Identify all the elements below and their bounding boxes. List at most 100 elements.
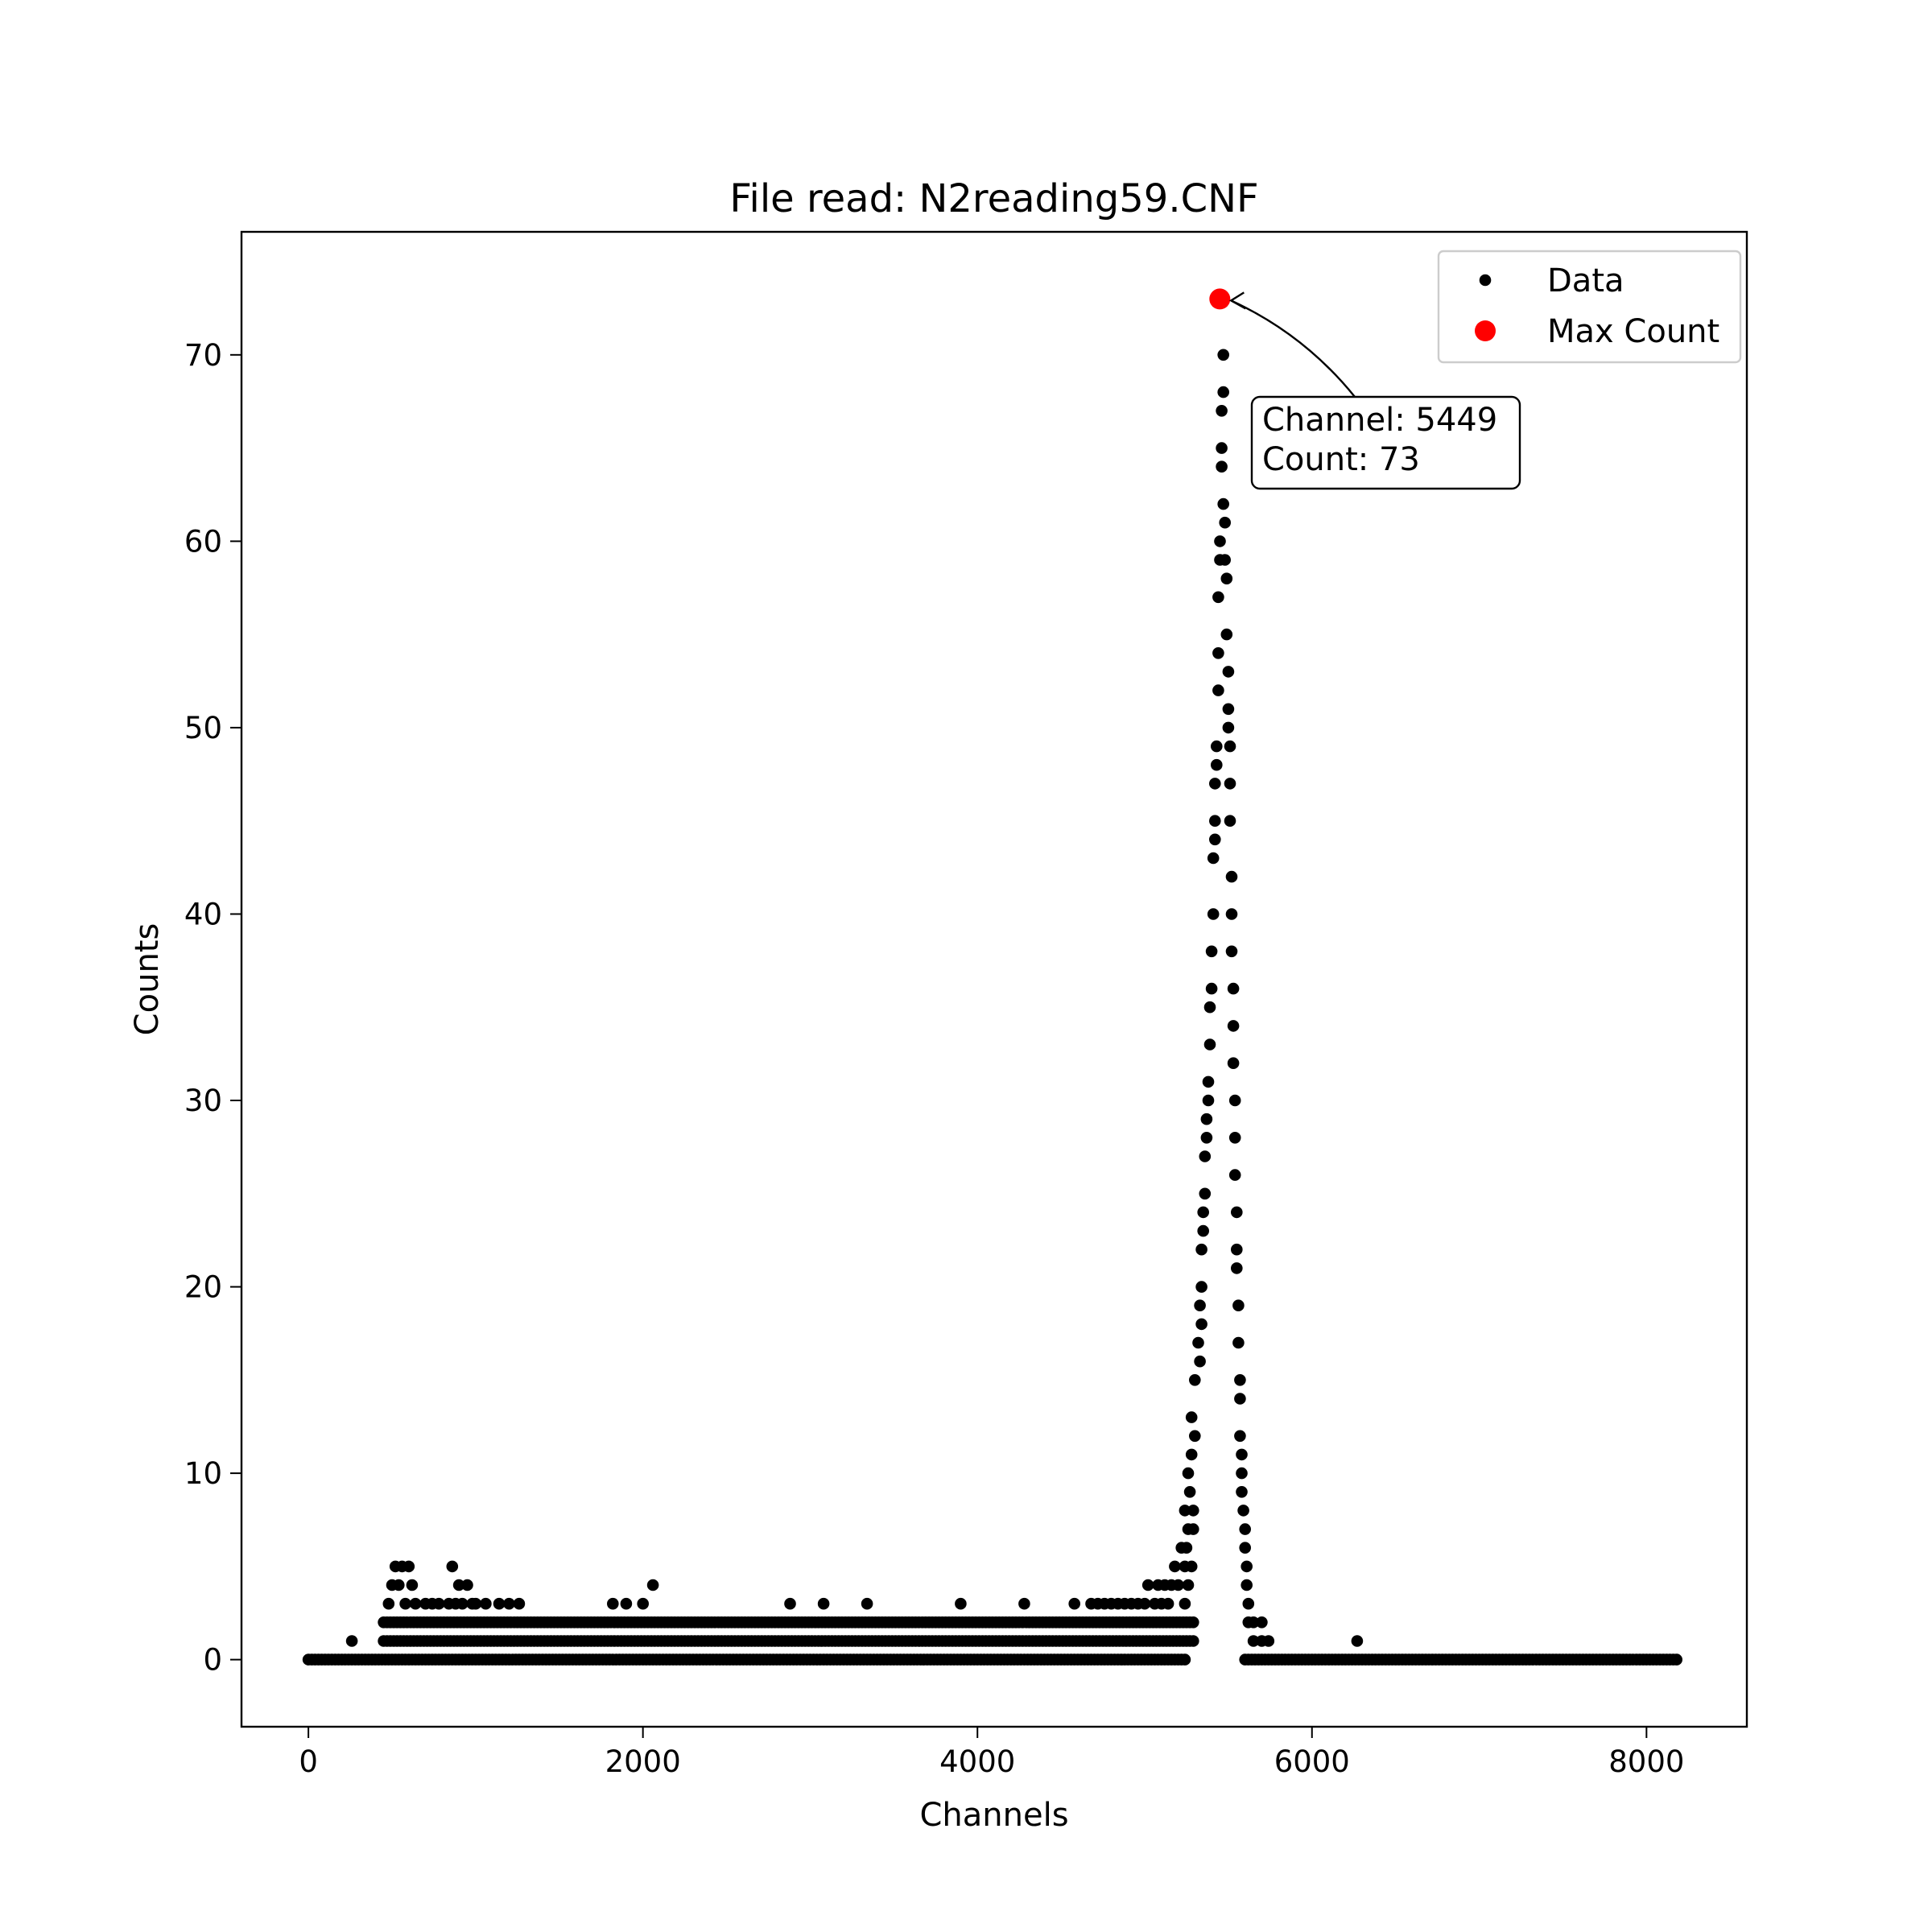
data-point bbox=[1239, 1523, 1251, 1535]
data-point bbox=[817, 1597, 830, 1610]
data-point bbox=[456, 1597, 469, 1610]
data-point-zero bbox=[1179, 1653, 1191, 1666]
data-point bbox=[1216, 442, 1228, 454]
data-point bbox=[1179, 1505, 1191, 1517]
data-point bbox=[1225, 870, 1238, 883]
y-tick-label: 10 bbox=[184, 1456, 222, 1491]
data-point bbox=[1209, 778, 1221, 790]
data-point bbox=[382, 1597, 395, 1610]
data-point bbox=[1231, 1206, 1243, 1219]
data-point bbox=[1212, 647, 1224, 659]
data-point bbox=[1225, 945, 1238, 958]
data-point bbox=[1192, 1336, 1204, 1349]
data-point-one bbox=[1187, 1635, 1199, 1647]
data-point bbox=[1256, 1616, 1268, 1629]
data-point bbox=[1199, 1150, 1212, 1162]
data-point bbox=[1199, 1187, 1212, 1200]
data-point bbox=[1212, 591, 1224, 604]
data-point bbox=[345, 1635, 358, 1647]
data-point bbox=[1236, 1486, 1248, 1498]
data-point bbox=[1222, 666, 1235, 678]
annotation-arrow bbox=[1230, 299, 1356, 398]
data-point bbox=[1189, 1430, 1201, 1443]
data-point bbox=[1236, 1448, 1248, 1461]
data-point bbox=[861, 1597, 873, 1610]
data-point bbox=[406, 1579, 419, 1591]
data-point bbox=[1216, 405, 1228, 417]
data-point bbox=[1219, 554, 1231, 566]
data-point bbox=[1169, 1560, 1181, 1573]
legend-data-marker bbox=[1479, 274, 1492, 287]
data-point bbox=[1185, 1560, 1198, 1573]
data-point bbox=[1203, 1038, 1216, 1051]
y-tick-label: 40 bbox=[184, 897, 222, 931]
data-point bbox=[1197, 1224, 1209, 1237]
data-point bbox=[1220, 628, 1233, 641]
data-point bbox=[1214, 535, 1226, 547]
data-point-two bbox=[1187, 1616, 1199, 1629]
data-point bbox=[1180, 1542, 1193, 1554]
data-point bbox=[1222, 703, 1235, 716]
data-point bbox=[1242, 1597, 1255, 1610]
data-point bbox=[1211, 740, 1223, 753]
data-point bbox=[1247, 1635, 1260, 1647]
data-point bbox=[1185, 1448, 1198, 1461]
data-point bbox=[1138, 1597, 1151, 1610]
data-point bbox=[402, 1560, 415, 1573]
data-point bbox=[1232, 1299, 1245, 1311]
data-point bbox=[646, 1579, 659, 1591]
data-point bbox=[1172, 1579, 1184, 1591]
data-point bbox=[1195, 1318, 1208, 1331]
data-point bbox=[1203, 1001, 1216, 1013]
data-point bbox=[1162, 1597, 1174, 1610]
axes-frame bbox=[240, 230, 1748, 1728]
data-point bbox=[1241, 1579, 1253, 1591]
data-point bbox=[1179, 1597, 1191, 1610]
data-point bbox=[1231, 1262, 1243, 1274]
data-point bbox=[503, 1597, 515, 1610]
data-point bbox=[1224, 740, 1236, 753]
data-point bbox=[1262, 1635, 1275, 1647]
data-point bbox=[480, 1597, 492, 1610]
data-point bbox=[1217, 349, 1229, 361]
legend-frame bbox=[1437, 250, 1742, 364]
data-point bbox=[1228, 1132, 1241, 1144]
data-point bbox=[1187, 1523, 1199, 1535]
data-point bbox=[1068, 1597, 1080, 1610]
data-point bbox=[452, 1579, 465, 1591]
data-point bbox=[1211, 758, 1223, 771]
y-tick-label: 70 bbox=[184, 338, 222, 373]
x-tick-label: 6000 bbox=[1274, 1744, 1350, 1779]
data-point bbox=[1197, 1206, 1209, 1219]
data-point bbox=[1222, 721, 1235, 734]
legend-data-label: Data bbox=[1547, 262, 1624, 299]
data-point bbox=[1212, 684, 1224, 696]
data-point bbox=[1195, 1243, 1208, 1256]
data-point bbox=[1236, 1467, 1248, 1480]
y-tick-label: 60 bbox=[184, 524, 222, 559]
data-point bbox=[513, 1597, 526, 1610]
data-point bbox=[1202, 1094, 1215, 1107]
data-point bbox=[1189, 1374, 1201, 1386]
annotation-arrowhead bbox=[1228, 291, 1246, 310]
max-count-point bbox=[1209, 288, 1231, 310]
data-point bbox=[1217, 386, 1229, 398]
data-point bbox=[1227, 1020, 1240, 1032]
data-point bbox=[607, 1597, 619, 1610]
data-point bbox=[1207, 908, 1220, 920]
data-point bbox=[1182, 1467, 1195, 1480]
data-point bbox=[399, 1597, 411, 1610]
x-tick-label: 2000 bbox=[605, 1744, 681, 1779]
data-point bbox=[1205, 945, 1218, 958]
y-axis-title: Counts bbox=[129, 923, 166, 1036]
data-point bbox=[1182, 1579, 1195, 1591]
data-point bbox=[1217, 497, 1229, 510]
y-tick-label: 50 bbox=[184, 711, 222, 745]
data-point bbox=[1195, 1281, 1208, 1293]
data-point bbox=[1187, 1505, 1199, 1517]
data-point bbox=[1234, 1393, 1246, 1405]
data-point bbox=[1237, 1505, 1249, 1517]
data-point bbox=[1239, 1542, 1251, 1554]
data-point bbox=[1227, 982, 1240, 995]
